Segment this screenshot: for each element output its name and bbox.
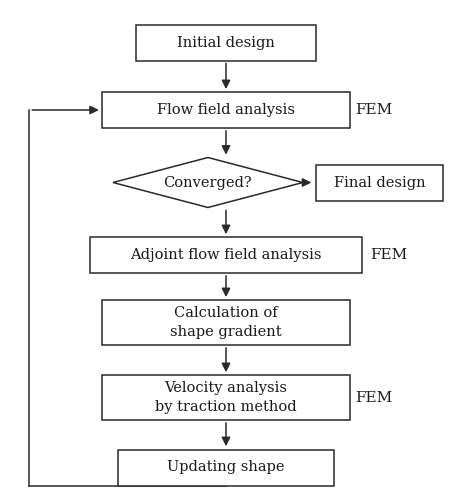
Bar <box>117 450 334 486</box>
Text: Calculation of
shape gradient: Calculation of shape gradient <box>170 306 281 339</box>
Polygon shape <box>113 158 302 208</box>
Text: Velocity analysis
by traction method: Velocity analysis by traction method <box>155 381 296 414</box>
Text: Updating shape: Updating shape <box>167 460 284 474</box>
Bar <box>316 164 442 200</box>
Text: Flow field analysis: Flow field analysis <box>156 103 295 117</box>
Bar <box>101 300 350 345</box>
Bar <box>135 24 316 60</box>
Text: Initial design: Initial design <box>177 36 274 50</box>
Bar <box>90 237 361 273</box>
Text: FEM: FEM <box>370 248 407 262</box>
Bar <box>101 92 350 128</box>
Text: Converged?: Converged? <box>163 176 252 190</box>
Bar <box>101 375 350 420</box>
Text: FEM: FEM <box>354 103 391 117</box>
Text: FEM: FEM <box>354 390 391 404</box>
Text: Adjoint flow field analysis: Adjoint flow field analysis <box>130 248 321 262</box>
Text: Final design: Final design <box>333 176 424 190</box>
